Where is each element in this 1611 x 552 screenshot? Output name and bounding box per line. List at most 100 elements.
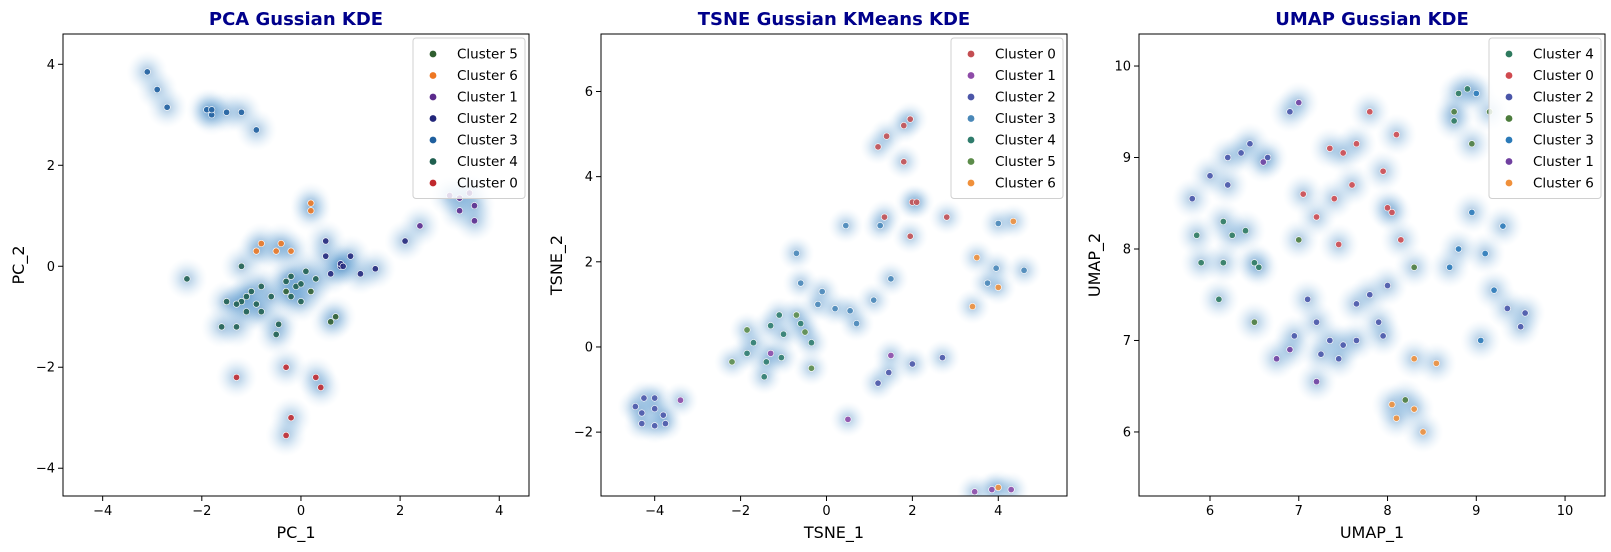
tsne-point-cluster xyxy=(749,339,757,347)
umap-y-tick-label: 8 xyxy=(1123,242,1131,257)
pca-x-axis-label: PC_1 xyxy=(277,523,316,543)
tsne-point-cluster xyxy=(913,198,921,206)
tsne-point-cluster xyxy=(1009,217,1017,225)
umap-point-cluster xyxy=(1273,355,1281,363)
tsne-point-cluster xyxy=(797,279,805,287)
pca-point-cluster xyxy=(272,247,280,255)
tsne-point-cluster xyxy=(900,122,908,130)
pca-y-axis-label: PC_2 xyxy=(9,246,29,285)
pca-point-cluster xyxy=(307,199,315,207)
pca-x-axis: −4 −2 0 2 4 xyxy=(93,496,503,519)
umap-point-cluster xyxy=(1326,336,1334,344)
umap-point-cluster xyxy=(1219,218,1227,226)
umap-point-cluster xyxy=(1517,323,1525,331)
umap-point-cluster xyxy=(1468,208,1476,216)
umap-legend-marker xyxy=(1505,115,1513,122)
pca-legend-marker xyxy=(429,158,437,165)
pca-plot-frame xyxy=(62,33,530,497)
tsne-point-cluster xyxy=(906,232,914,240)
umap-x-tick-label: 9 xyxy=(1472,504,1480,519)
pca-point-cluster xyxy=(252,300,260,308)
pca-point-cluster xyxy=(327,270,335,278)
tsne-point-cluster xyxy=(900,158,908,166)
umap-point-cluster xyxy=(1455,89,1463,97)
umap-point-cluster xyxy=(1384,282,1392,290)
pca-point-cluster xyxy=(356,270,364,278)
tsne-point-cluster xyxy=(908,360,916,368)
tsne-point-cluster xyxy=(874,143,882,151)
umap-point-cluster xyxy=(1446,263,1454,271)
pca-point-cluster xyxy=(297,280,305,288)
tsne-legend-marker xyxy=(967,158,975,165)
pca-point-cluster xyxy=(456,207,464,215)
umap-point-cluster xyxy=(1224,154,1232,162)
pca-point-cluster xyxy=(237,108,245,116)
tsne-point-cluster xyxy=(767,322,775,330)
umap-legend-label: Cluster 4 xyxy=(1533,47,1594,63)
umap-point-cluster xyxy=(1215,295,1223,303)
umap-legend-marker xyxy=(1505,72,1513,79)
pca-point-cluster xyxy=(237,262,245,270)
tsne-point-cluster xyxy=(767,349,775,357)
umap-point-cluster xyxy=(1219,259,1227,267)
umap-point-cluster xyxy=(1366,291,1374,299)
tsne-legend-marker xyxy=(967,115,975,122)
umap-x-axis-label: UMAP_1 xyxy=(1340,523,1404,543)
tsne-y-tick-label: 0 xyxy=(585,340,593,355)
umap-point-cluster xyxy=(1384,204,1392,212)
tsne-x-tick-label: −2 xyxy=(731,504,750,519)
pca-point-cluster xyxy=(327,318,335,326)
pca-y-tick-label: 0 xyxy=(47,260,55,275)
tsne-point-cluster xyxy=(906,115,914,123)
umap-point-cluster xyxy=(1286,108,1294,116)
umap-point-cluster xyxy=(1352,140,1360,148)
pca-legend-marker xyxy=(429,72,437,79)
pca-point-cluster xyxy=(307,288,315,296)
tsne-point-cluster xyxy=(651,422,659,430)
pca-legend-label: Cluster 3 xyxy=(457,133,518,149)
umap-y-axis-label: UMAP_2 xyxy=(1085,233,1105,297)
umap-point-cluster xyxy=(1250,259,1258,267)
tsne-point-cluster xyxy=(797,320,805,328)
pca-legend-marker xyxy=(429,136,437,144)
pca-point-cluster xyxy=(282,363,290,371)
tsne-point-cluster xyxy=(971,488,979,496)
pca-point-cluster xyxy=(307,207,315,215)
pca-point-cluster xyxy=(247,288,255,296)
umap-point-cluster xyxy=(1379,332,1387,340)
umap-panel: UMAP Gussian KDE 6 7 8 9 10 6 7 8 9 10 UMAP_1 UM… xyxy=(1085,9,1606,543)
umap-point-cluster xyxy=(1290,332,1298,340)
umap-x-tick-label: 6 xyxy=(1206,504,1214,519)
tsne-legend-label: Cluster 4 xyxy=(995,133,1056,149)
umap-scatter-layer xyxy=(1188,85,1529,436)
tsne-point-cluster xyxy=(994,483,1002,491)
pca-point-cluster xyxy=(218,323,226,331)
pca-point-cluster xyxy=(332,313,340,321)
pca-legend-marker xyxy=(429,50,437,58)
umap-legend-label: Cluster 0 xyxy=(1533,68,1594,84)
umap-y-tick-label: 10 xyxy=(1114,60,1131,75)
pca-point-cluster xyxy=(223,298,231,306)
tsne-point-cluster xyxy=(994,219,1002,227)
umap-point-cluster xyxy=(1410,355,1418,363)
umap-point-cluster xyxy=(1401,396,1409,404)
umap-title: UMAP Gussian KDE xyxy=(1275,9,1469,30)
pca-title: PCA Gussian KDE xyxy=(209,9,383,30)
umap-point-cluster xyxy=(1352,336,1360,344)
tsne-point-cluster xyxy=(846,307,854,315)
pca-point-cluster xyxy=(257,308,265,316)
umap-point-cluster xyxy=(1335,355,1343,363)
tsne-y-tick-label: 6 xyxy=(585,85,593,100)
tsne-point-cluster xyxy=(792,249,800,257)
tsne-legend-label: Cluster 1 xyxy=(995,68,1056,84)
umap-point-cluster xyxy=(1468,140,1476,148)
umap-point-cluster xyxy=(1313,378,1321,386)
umap-point-cluster xyxy=(1521,309,1529,317)
tsne-point-cluster xyxy=(792,311,800,319)
tsne-legend: Cluster 0 Cluster 1 Cluster 2 Cluster 3 Clus… xyxy=(950,37,1064,199)
umap-point-cluster xyxy=(1339,341,1347,349)
pca-legend-marker xyxy=(429,115,437,122)
pca-y-tick-label: −4 xyxy=(36,462,55,477)
tsne-plot-frame xyxy=(600,33,1068,497)
